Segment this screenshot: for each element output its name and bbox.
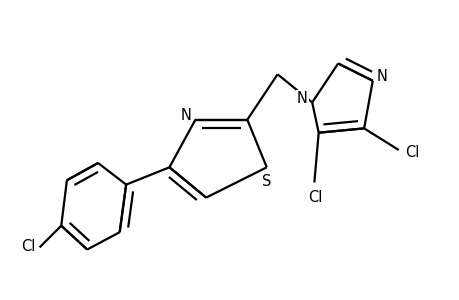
Text: Cl: Cl [308,190,322,205]
Text: N: N [297,92,307,106]
Text: Cl: Cl [404,145,419,160]
Text: S: S [262,174,271,189]
Text: N: N [180,108,190,123]
Text: N: N [376,69,387,84]
Text: Cl: Cl [21,238,35,253]
